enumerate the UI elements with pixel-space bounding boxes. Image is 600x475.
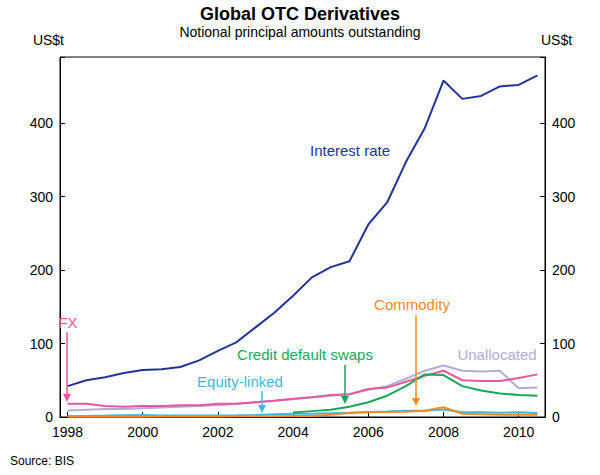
svg-text:Commodity: Commodity: [374, 296, 450, 313]
svg-text:200: 200: [30, 262, 54, 278]
svg-text:2010: 2010: [503, 424, 534, 440]
svg-text:Global OTC Derivatives: Global OTC Derivatives: [200, 4, 400, 24]
svg-text:300: 300: [552, 189, 576, 205]
svg-text:Credit default swaps: Credit default swaps: [237, 346, 373, 363]
svg-text:100: 100: [30, 336, 54, 352]
svg-text:US$t: US$t: [33, 32, 64, 48]
svg-text:200: 200: [552, 262, 576, 278]
svg-text:Interest rate: Interest rate: [310, 142, 390, 159]
svg-text:Equity-linked: Equity-linked: [197, 373, 283, 390]
svg-text:2004: 2004: [278, 424, 309, 440]
svg-text:400: 400: [552, 115, 576, 131]
svg-text:2000: 2000: [127, 424, 158, 440]
svg-text:Notional principal amounts out: Notional principal amounts outstanding: [179, 24, 420, 40]
svg-text:2006: 2006: [353, 424, 384, 440]
svg-text:FX: FX: [58, 314, 77, 331]
svg-text:2002: 2002: [202, 424, 233, 440]
svg-text:2008: 2008: [428, 424, 459, 440]
svg-text:1998: 1998: [52, 424, 83, 440]
svg-text:100: 100: [552, 336, 576, 352]
svg-text:US$t: US$t: [541, 32, 572, 48]
svg-text:Source: BIS: Source: BIS: [10, 454, 74, 468]
svg-text:0: 0: [552, 409, 560, 425]
svg-text:300: 300: [30, 189, 54, 205]
svg-text:0: 0: [45, 409, 53, 425]
svg-text:400: 400: [30, 115, 54, 131]
svg-text:Unallocated: Unallocated: [457, 346, 536, 363]
